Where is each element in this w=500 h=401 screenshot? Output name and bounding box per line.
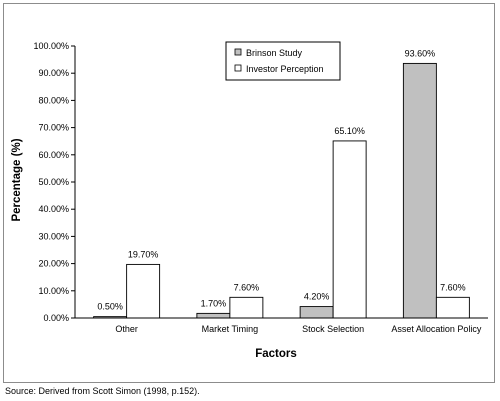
legend: Brinson Study Investor Perception — [225, 41, 341, 81]
y-tick-label: 0.00% — [43, 313, 69, 323]
data-label: 19.70% — [128, 249, 159, 259]
data-label: 0.50% — [97, 302, 123, 312]
chart-frame — [3, 3, 495, 383]
legend-swatch-brinson-study — [234, 48, 242, 56]
y-tick-label: 70.00% — [38, 123, 69, 133]
x-category-label: Market Timing — [202, 324, 259, 334]
legend-label-brinson-study: Brinson Study — [246, 48, 303, 58]
legend-box — [225, 41, 341, 81]
y-tick-label: 40.00% — [38, 204, 69, 214]
data-labels: 0.50% 19.70% 1.70% 7.60% 4.20% 65.10% 93.60% 7.… — [97, 48, 465, 311]
x-axis-categories: Other Market Timing Stock Selection Asset A… — [115, 324, 482, 334]
x-category-label: Other — [115, 324, 138, 334]
y-tick-label: 60.00% — [38, 150, 69, 160]
y-axis-title: Percentage (%) — [11, 138, 23, 221]
y-tick-label: 10.00% — [38, 286, 69, 296]
data-label: 1.70% — [201, 298, 227, 308]
bar-investor-perception — [332, 140, 367, 319]
x-category-label: Asset Allocation Policy — [391, 324, 482, 334]
data-label: 7.60% — [440, 282, 466, 292]
y-tick-label: 20.00% — [38, 259, 69, 269]
data-label: 4.20% — [304, 292, 330, 302]
legend-swatch-investor-perception — [234, 64, 242, 72]
bar-investor-perception — [229, 296, 264, 319]
y-axis-ticks: 0.00% 10.00% 20.00% 30.00% 40.00% 50.00% 60.00… — [33, 41, 75, 323]
y-tick-label: 50.00% — [38, 177, 69, 187]
y-tick-label: 30.00% — [38, 231, 69, 241]
y-tick-label: 100.00% — [33, 41, 69, 51]
legend-label-investor-perception: Investor Perception — [246, 64, 324, 74]
x-axis-title: Factors — [255, 348, 297, 360]
bar-investor-perception — [435, 296, 470, 319]
data-label: 7.60% — [234, 282, 260, 292]
x-category-label: Stock Selection — [302, 324, 364, 334]
bar-chart: 0.00% 10.00% 20.00% 30.00% 40.00% 50.00% 60.00… — [11, 41, 488, 360]
y-tick-label: 80.00% — [38, 95, 69, 105]
data-label: 93.60% — [405, 48, 436, 58]
bar-investor-perception — [126, 263, 161, 319]
bar-brinson-study — [299, 306, 334, 319]
bar-brinson-study — [402, 62, 437, 319]
y-tick-label: 90.00% — [38, 68, 69, 78]
source-note: Source: Derived from Scott Simon (1998, … — [5, 386, 200, 396]
data-label: 65.10% — [334, 126, 365, 136]
bar-brinson-study — [196, 312, 231, 319]
bars — [93, 62, 470, 319]
